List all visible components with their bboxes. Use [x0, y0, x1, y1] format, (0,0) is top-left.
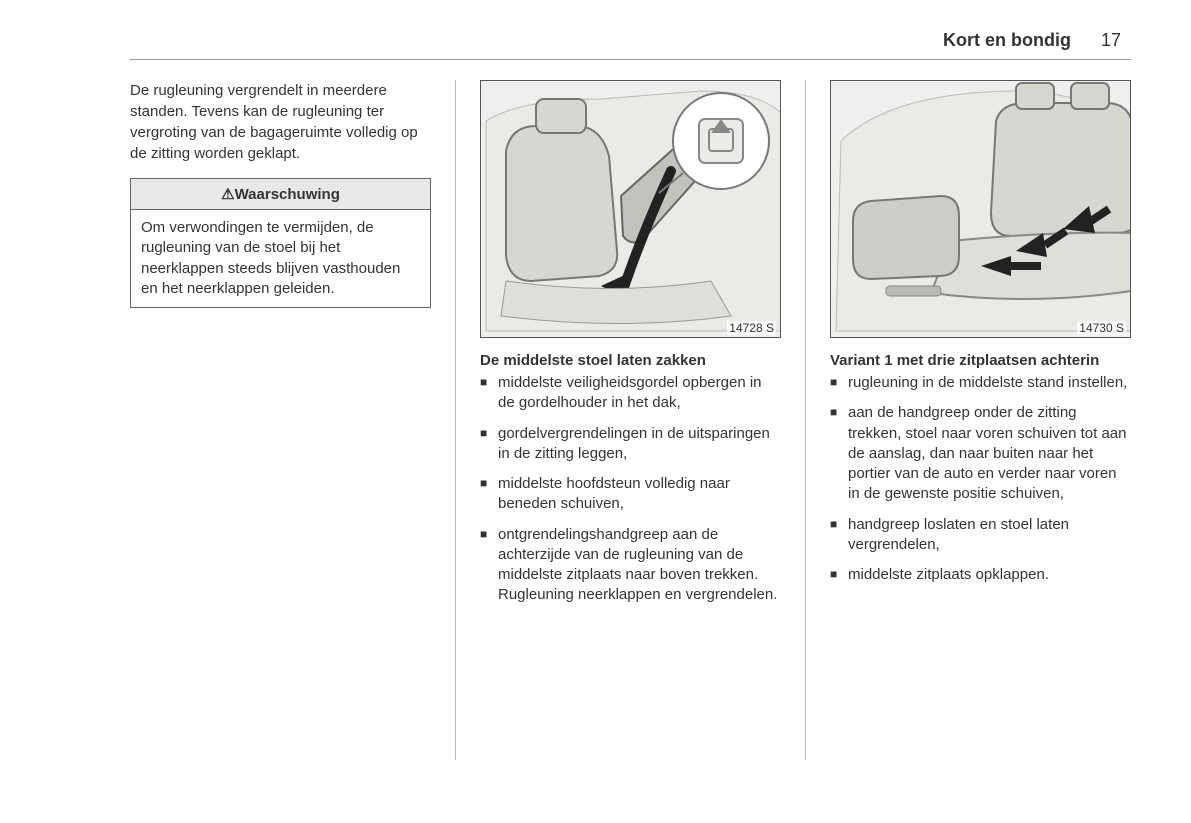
- figure-middle-seat: 14728 S: [480, 80, 781, 338]
- section-title: Kort en bondig: [943, 30, 1071, 51]
- page: Kort en bondig 17 De rugleuning vergrend…: [0, 0, 1191, 790]
- list-item: rugleuning in de middelste stand instell…: [830, 373, 1131, 393]
- list-item: ontgrendelingshandgreep aan de achterzij…: [480, 525, 781, 606]
- column-separator-1: [455, 80, 456, 760]
- col2-heading: De middelste stoel laten zakken: [480, 352, 781, 369]
- col2-bullet-list: middelste veiligheidsgordel opbergen in …: [480, 373, 781, 606]
- list-item: aan de handgreep onder de zitting trekke…: [830, 403, 1131, 504]
- warning-body: Om verwondingen te vermijden, de rugleun…: [131, 210, 430, 307]
- list-item: middelste hoofdsteun volledig naar bened…: [480, 474, 781, 515]
- figure-label: 14730 S: [1077, 321, 1126, 335]
- page-header: Kort en bondig 17: [130, 30, 1131, 60]
- warning-box: ⚠Waarschuwing Om verwondingen te vermijd…: [130, 178, 431, 308]
- col3-heading: Variant 1 met drie zitplaatsen achterin: [830, 352, 1131, 369]
- intro-text: De rugleuning vergrendelt in meerdere st…: [130, 80, 431, 164]
- column-separator-2: [805, 80, 806, 760]
- columns: De rugleuning vergrendelt in meerdere st…: [130, 80, 1131, 760]
- column-3: 14730 S Variant 1 met drie zitplaatsen a…: [830, 80, 1131, 760]
- column-1: De rugleuning vergrendelt in meerdere st…: [130, 80, 431, 760]
- warning-title: ⚠Waarschuwing: [131, 179, 430, 210]
- list-item: middelste zitplaats opklappen.: [830, 565, 1131, 585]
- seat-fold-illustration: [481, 81, 781, 337]
- figure-label: 14728 S: [727, 321, 776, 335]
- list-item: handgreep loslaten en stoel laten vergre…: [830, 515, 1131, 556]
- column-2: 14728 S De middelste stoel laten zakken …: [480, 80, 781, 760]
- list-item: gordelvergrendelingen in de uitsparingen…: [480, 424, 781, 465]
- page-number: 17: [1101, 30, 1121, 51]
- figure-variant1: 14730 S: [830, 80, 1131, 338]
- seat-slide-illustration: [831, 81, 1131, 337]
- list-item: middelste veiligheidsgordel opbergen in …: [480, 373, 781, 414]
- col3-bullet-list: rugleuning in de middelste stand instell…: [830, 373, 1131, 585]
